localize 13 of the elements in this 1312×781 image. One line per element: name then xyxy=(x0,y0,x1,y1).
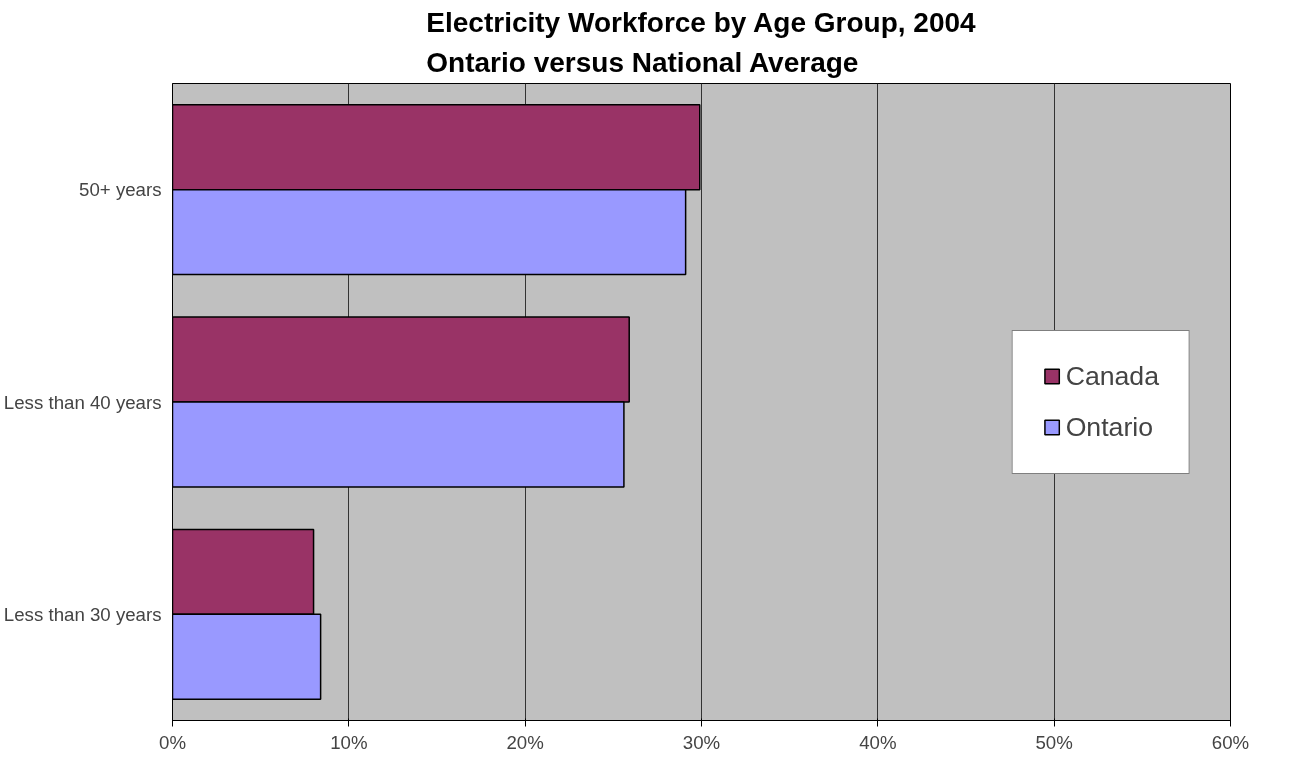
x-tick-label: 20% xyxy=(506,731,544,753)
x-tick-label: 10% xyxy=(330,731,368,753)
chart-title: Electricity Workforce by Age Group, 2004 Ontario versus National Average xyxy=(426,7,977,79)
y-tick-label: 50+ years xyxy=(79,179,162,201)
x-tick-label: 60% xyxy=(1211,731,1250,753)
legend-label: Ontario xyxy=(1065,411,1154,443)
x-tick-label: 40% xyxy=(859,731,897,753)
x-tick-label: 0% xyxy=(159,731,186,753)
y-tick-label: Less than 30 years xyxy=(3,603,162,625)
x-tick-label: 30% xyxy=(682,731,721,753)
legend-label: Canada xyxy=(1065,360,1159,392)
x-tick-label: 50% xyxy=(1035,731,1073,753)
y-tick-label: Less than 40 years xyxy=(3,391,162,413)
